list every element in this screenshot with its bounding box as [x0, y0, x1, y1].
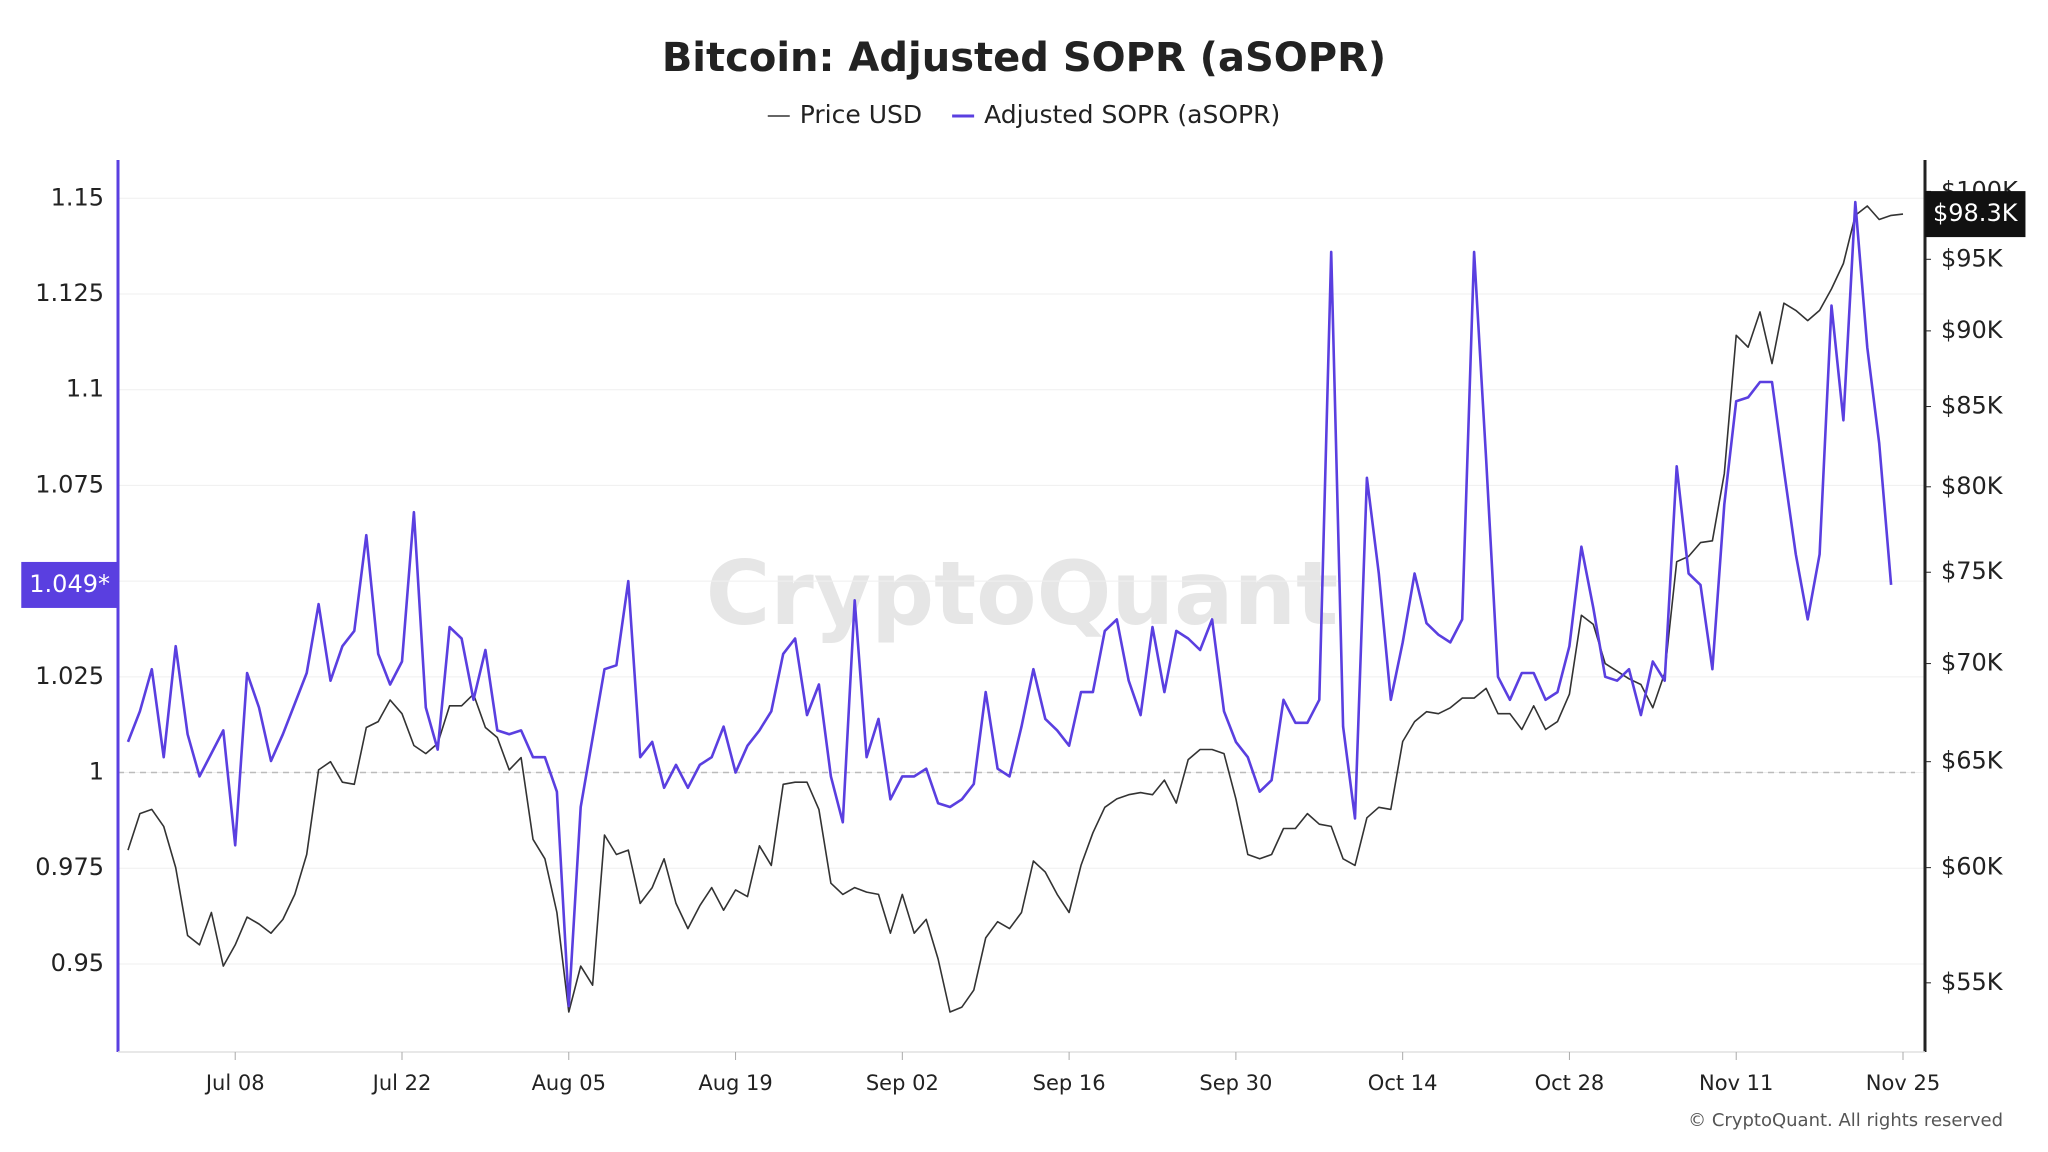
- series-line: [127, 205, 1904, 1013]
- y-tick-label: 1: [89, 758, 104, 786]
- y2-tick-label: $70K: [1941, 649, 2004, 677]
- y-tick-label: 1.15: [51, 183, 104, 211]
- x-tick-label: Jul 08: [204, 1071, 265, 1095]
- x-tick-label: Jul 22: [371, 1071, 432, 1095]
- y2-tick-label: $55K: [1941, 968, 2004, 996]
- badge-label: $98.3K: [1933, 199, 2019, 227]
- chart-title: Bitcoin: Adjusted SOPR (aSOPR): [662, 35, 1386, 81]
- y2-tick-label: $80K: [1941, 472, 2004, 500]
- x-tick-label: Sep 16: [1033, 1071, 1106, 1095]
- x-tick-label: Oct 28: [1535, 1071, 1605, 1095]
- y-tick-label: 1.1: [66, 375, 104, 403]
- y2-tick-label: $60K: [1941, 853, 2004, 881]
- y2-tick-label: $95K: [1941, 244, 2004, 272]
- y-tick-label: 1.125: [35, 279, 104, 307]
- badge-box: [1925, 191, 2026, 238]
- footer: © CryptoQuant. All rights reserved: [1688, 1110, 2003, 1131]
- legend: Price USD Adjusted SOPR (aSOPR): [767, 100, 1280, 129]
- watermark: CryptoQuant: [706, 542, 1338, 645]
- y-tick-label: 0.975: [35, 853, 104, 881]
- x-tick-label: Nov 25: [1866, 1071, 1940, 1095]
- y2-tick-label: $85K: [1941, 392, 2004, 420]
- y2-tick-label: $90K: [1941, 316, 2004, 344]
- legend-label: Price USD: [800, 100, 922, 129]
- y-tick-label: 1.025: [35, 662, 104, 690]
- badge-box: [21, 561, 118, 608]
- badge-label: 1.049*: [29, 570, 110, 598]
- x-tick-label: Sep 02: [866, 1071, 939, 1095]
- series-line: [126, 200, 1893, 1008]
- y2-tick-label: $75K: [1941, 557, 2004, 585]
- legend-label: Adjusted SOPR (aSOPR): [984, 100, 1280, 129]
- x-tick-label: Aug 19: [698, 1071, 772, 1095]
- x-tick-label: Nov 11: [1699, 1071, 1773, 1095]
- x-tick-label: Aug 05: [532, 1071, 606, 1095]
- y-tick-label: 0.95: [51, 949, 104, 977]
- last-value-badge: 1.049*: [21, 561, 118, 608]
- y2-tick-label: $65K: [1941, 747, 2004, 775]
- last-value-badge: $98.3K: [1925, 191, 2026, 238]
- x-tick-label: Sep 30: [1199, 1071, 1272, 1095]
- y-tick-label: 1.075: [35, 470, 104, 498]
- x-tick-label: Oct 14: [1368, 1071, 1438, 1095]
